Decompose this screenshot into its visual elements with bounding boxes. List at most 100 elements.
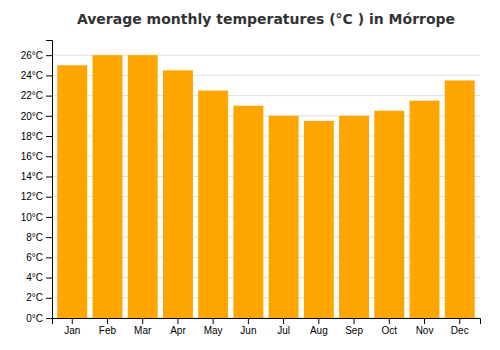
x-tick-mark <box>283 318 284 324</box>
y-tick-label: 16°C <box>21 151 43 162</box>
bar <box>198 91 228 318</box>
x-tick: Mar <box>134 318 152 336</box>
y-tick: 8°C <box>26 232 52 243</box>
bar <box>128 55 158 318</box>
y-tick-label: 4°C <box>26 272 43 283</box>
y-axis: 0°C 2°C 4°C 6°C 8°C 10°C 12°C 14°C 16°C 18°C 20°C 2… <box>21 41 53 324</box>
y-tick: 16°C <box>21 151 52 162</box>
x-tick-label: Jun <box>240 325 256 336</box>
x-tick: May <box>204 318 223 336</box>
y-axis-line <box>46 41 53 319</box>
y-tick-label: 8°C <box>26 232 43 243</box>
y-tick-label: 0°C <box>26 313 43 324</box>
y-tick-mark <box>46 55 52 56</box>
x-tick: Feb <box>99 318 117 336</box>
y-tick-label: 22°C <box>21 90 43 101</box>
y-tick: 4°C <box>26 272 52 283</box>
x-tick-mark <box>459 318 460 324</box>
plot-area: 0°C 2°C 4°C 6°C 8°C 10°C 12°C 14°C 16°C 18°C 20°C 2… <box>21 41 481 337</box>
y-tick-mark <box>46 176 52 177</box>
x-tick-label: May <box>204 325 223 336</box>
x-tick: Dec <box>451 318 469 336</box>
x-tick-mark <box>424 318 425 324</box>
y-tick-mark <box>46 116 52 117</box>
bar <box>339 116 369 318</box>
x-tick-mark <box>177 318 178 324</box>
bar <box>269 116 299 318</box>
title: Average monthly temperatures (°C ) in Mó… <box>77 11 455 27</box>
grid <box>52 55 480 318</box>
x-tick-mark <box>318 318 319 324</box>
x-tick: Oct <box>382 318 398 336</box>
x-tick-mark <box>354 318 355 324</box>
y-tick: 14°C <box>21 171 52 182</box>
bar <box>93 55 123 318</box>
x-tick-label: Apr <box>170 325 186 336</box>
x-tick-label: Aug <box>310 325 328 336</box>
y-tick-mark <box>46 136 52 137</box>
x-tick-label: Mar <box>134 325 152 336</box>
x-tick-label: Nov <box>416 325 434 336</box>
y-tick-label: 12°C <box>21 191 43 202</box>
bar <box>304 121 334 318</box>
y-tick-mark <box>46 96 52 97</box>
x-tick-label: Dec <box>451 325 469 336</box>
x-tick-mark <box>389 318 390 324</box>
x-tick-mark <box>213 318 214 324</box>
y-tick: 10°C <box>21 212 52 223</box>
y-tick-label: 26°C <box>21 50 43 61</box>
x-tick-label: Oct <box>382 325 398 336</box>
y-tick-label: 6°C <box>26 252 43 263</box>
x-axis: Jan Feb Mar Apr May Jun Jul Aug Sep Oct Nov Dec <box>53 318 481 336</box>
y-tick-label: 24°C <box>21 70 43 81</box>
y-tick-mark <box>46 75 52 76</box>
y-tick-mark <box>46 318 52 319</box>
x-tick: Sep <box>345 318 363 336</box>
y-tick-mark <box>46 298 52 299</box>
x-tick: Nov <box>416 318 434 336</box>
x-tick-label: Jul <box>277 325 290 336</box>
bar <box>374 111 404 318</box>
x-tick-mark <box>248 318 249 324</box>
x-tick-mark <box>107 318 108 324</box>
y-tick-mark <box>46 237 52 238</box>
x-tick: Jun <box>240 318 256 336</box>
bar <box>410 101 440 318</box>
y-tick: 12°C <box>21 191 52 202</box>
bar <box>445 80 475 318</box>
y-tick-mark <box>46 257 52 258</box>
x-tick: Jul <box>277 318 290 336</box>
x-tick-label: Feb <box>99 325 117 336</box>
chart: 0°C 2°C 4°C 6°C 8°C 10°C 12°C 14°C 16°C 18°C 20°C 2… <box>0 0 500 350</box>
y-tick-mark <box>46 197 52 198</box>
y-tick-label: 14°C <box>21 171 43 182</box>
y-tick: 22°C <box>21 90 52 101</box>
x-tick: Jan <box>64 318 80 336</box>
y-tick: 20°C <box>21 111 52 122</box>
y-tick-label: 20°C <box>21 111 43 122</box>
x-tick: Aug <box>310 318 328 336</box>
bar <box>163 70 193 318</box>
y-tick: 26°C <box>21 50 52 61</box>
x-tick-mark <box>72 318 73 324</box>
y-tick-label: 10°C <box>21 212 43 223</box>
chart-container: 0°C 2°C 4°C 6°C 8°C 10°C 12°C 14°C 16°C 18°C 20°C 2… <box>0 0 500 350</box>
y-tick-mark <box>46 278 52 279</box>
x-tick-mark <box>142 318 143 324</box>
y-tick-mark <box>46 156 52 157</box>
x-tick-label: Jan <box>64 325 80 336</box>
y-tick: 6°C <box>26 252 52 263</box>
y-tick: 18°C <box>21 131 52 142</box>
bar <box>233 106 263 318</box>
y-tick: 24°C <box>21 70 52 81</box>
y-tick: 0°C <box>26 313 52 324</box>
bar <box>57 65 87 318</box>
y-tick-label: 2°C <box>26 292 43 303</box>
x-axis-line <box>53 319 481 325</box>
y-tick-label: 18°C <box>21 131 43 142</box>
x-tick: Apr <box>170 318 186 336</box>
y-tick-mark <box>46 217 52 218</box>
x-tick-label: Sep <box>345 325 363 336</box>
y-tick: 2°C <box>26 292 52 303</box>
bars <box>57 55 474 318</box>
